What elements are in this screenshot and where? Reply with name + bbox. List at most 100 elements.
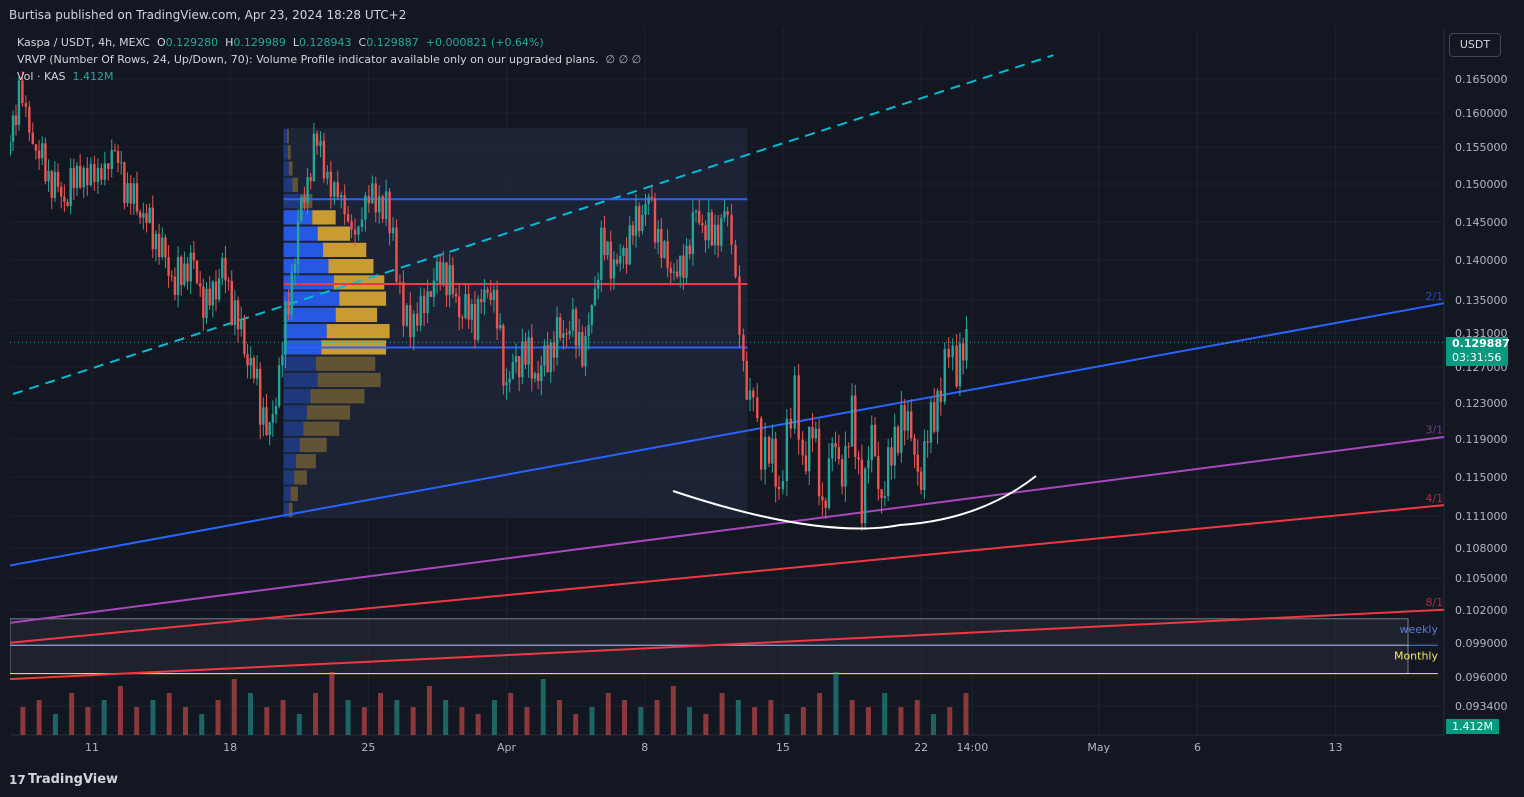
candle-body: [694, 210, 698, 213]
volume-row: Vol · KAS 1.412M: [17, 69, 641, 86]
vp-up-bar: [283, 275, 334, 290]
currency-button[interactable]: USDT: [1449, 33, 1501, 57]
candle-body: [439, 261, 442, 284]
volume-bar: [524, 707, 530, 735]
candle-body: [549, 342, 552, 373]
candle-body: [524, 341, 527, 365]
x-tick-label: 25: [361, 741, 375, 754]
candle-body: [82, 167, 85, 188]
candle-body: [900, 404, 903, 453]
candle-body: [167, 257, 170, 276]
candle-body: [961, 343, 965, 361]
vp-down-bar: [317, 226, 351, 241]
candle-body: [329, 171, 333, 197]
candle-body: [103, 163, 107, 180]
volume-bar: [52, 714, 58, 735]
candle-body: [10, 141, 12, 155]
volume-bar: [703, 714, 709, 735]
candle-body: [360, 219, 364, 227]
candle-body: [919, 471, 923, 491]
candle-body: [44, 143, 47, 182]
trend-line-4-1: [10, 504, 1444, 644]
candle-body: [637, 206, 641, 231]
trend-line-3-1: [10, 435, 1444, 624]
candle-body: [202, 286, 205, 318]
y-tick-label: 0.102000: [1455, 604, 1508, 617]
candle-body: [533, 373, 537, 379]
candle-body: [530, 337, 534, 379]
candle-body: [303, 197, 306, 203]
candle-body: [958, 343, 962, 387]
y-tick-label: 0.111000: [1455, 510, 1508, 523]
candle-body: [268, 422, 271, 436]
volume-bar: [248, 693, 254, 735]
vrvp-text[interactable]: VRVP (Number Of Rows, 24, Up/Down, 70): …: [17, 53, 599, 66]
volume-bar: [443, 700, 449, 735]
volume-bar: [313, 693, 319, 735]
candle-body: [277, 365, 281, 407]
candle-body: [574, 309, 578, 346]
candle-body: [584, 335, 587, 367]
volume-value: 1.412M: [72, 70, 114, 83]
candle-body: [682, 255, 685, 278]
volume-bar: [199, 714, 205, 735]
candle-body: [186, 263, 189, 282]
candle-body: [148, 207, 151, 223]
volume-bar: [784, 714, 790, 735]
volume-bar: [264, 707, 270, 735]
candle-body: [840, 459, 844, 487]
candle-body: [565, 333, 568, 335]
tradingview-brand[interactable]: TradingView: [28, 772, 119, 787]
volume-bar: [638, 707, 644, 735]
trend-line-label: 3/1: [1425, 424, 1443, 437]
vp-up-bar: [283, 128, 288, 144]
volume-label[interactable]: Vol · KAS: [17, 70, 66, 83]
candle-body: [587, 324, 590, 336]
change-value: +0.000821 (+0.64%): [425, 36, 544, 49]
candle-body: [429, 291, 432, 297]
volume-bar: [963, 693, 969, 735]
y-tick-label: 0.093400: [1455, 700, 1508, 713]
candle-body: [857, 457, 860, 460]
vp-up-bar: [283, 356, 316, 371]
candle-body: [669, 268, 672, 273]
candle-body: [290, 272, 293, 315]
candle-body: [568, 330, 571, 335]
candle-body: [126, 183, 129, 204]
low-value: 0.128943: [299, 36, 352, 49]
volume-bar: [800, 707, 806, 735]
chart-pane[interactable]: weekly Monthly 2/1 3/1 4/1 8/1: [4, 54, 1484, 735]
candle-body: [817, 428, 821, 497]
candle-body: [353, 229, 357, 235]
candle-body: [752, 390, 755, 398]
candle-body: [653, 197, 657, 243]
volume-bar: [166, 693, 172, 735]
trend-line-label: 2/1: [1425, 290, 1443, 303]
symbol-name[interactable]: Kaspa / USDT, 4h, MEXC: [17, 36, 150, 49]
candle-body: [850, 395, 854, 447]
candle-body: [357, 226, 360, 235]
candle-body: [412, 313, 415, 338]
candle-body: [343, 194, 346, 215]
candle-body: [300, 197, 303, 221]
candle-body: [870, 424, 873, 461]
x-tick-label: 6: [1194, 741, 1201, 754]
volume-bar: [670, 686, 676, 735]
candle-body: [619, 255, 622, 264]
close-value: 0.129887: [366, 36, 419, 49]
x-tick-label: 8: [641, 741, 648, 754]
vp-down-bar: [312, 210, 336, 225]
y-tick-label: 0.145000: [1455, 216, 1508, 229]
y-tick-label: 0.150000: [1455, 178, 1508, 191]
candle-body: [17, 80, 21, 125]
candle-body: [913, 437, 916, 455]
candle-body: [21, 80, 24, 104]
volume-bar: [459, 707, 465, 735]
volume-bar: [231, 679, 237, 735]
volume-bar: [752, 707, 758, 735]
y-tick-label: 0.105000: [1455, 572, 1508, 585]
candle-body: [951, 345, 954, 358]
x-tick-label: 15: [776, 741, 790, 754]
volume-bar: [914, 700, 920, 735]
